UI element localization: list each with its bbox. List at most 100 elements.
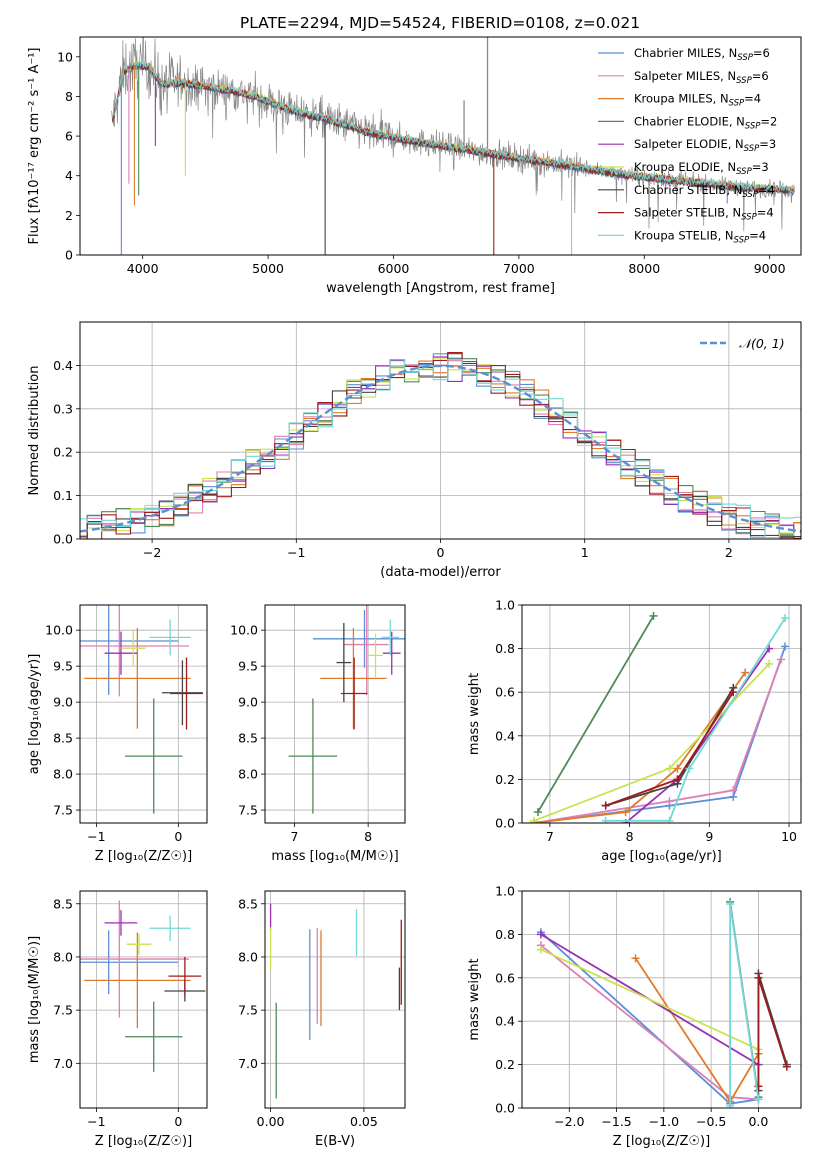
- y-tick-label: 0.3: [53, 401, 73, 416]
- x-axis-label: mass [log₁₀(M/M☉)]: [271, 849, 398, 864]
- weight-marker: [729, 786, 738, 795]
- axes-frame: [264, 604, 406, 824]
- y-tick-label: 0.4: [495, 728, 515, 743]
- axes-frame: [79, 321, 802, 540]
- x-tick-label: 7: [290, 829, 298, 844]
- y-tick-label: 8.0: [53, 949, 73, 964]
- error-point: [340, 657, 368, 730]
- y-tick-label: 8.0: [238, 949, 258, 964]
- x-tick-label: −2: [143, 545, 161, 560]
- legend-entry: Chabrier MILES, NSSP=6: [634, 46, 770, 63]
- legend-subscript: SSP: [736, 167, 752, 177]
- x-axis-label: Z [log₁₀(Z/Z☉)]: [613, 1134, 710, 1149]
- y-tick-label: 8.0: [53, 767, 73, 782]
- weight-series-line: [605, 691, 734, 807]
- error-point: [368, 633, 383, 677]
- plot-area: [529, 611, 790, 823]
- x-tick-label: 0.00: [257, 1114, 285, 1129]
- x-tick-label: 0.0: [748, 1114, 768, 1129]
- y-axis-label: mass weight: [467, 673, 482, 755]
- figure-title: PLATE=2294, MJD=54524, FIBERID=0108, z=0…: [240, 14, 640, 32]
- y-tick-label: 7.5: [238, 1003, 258, 1018]
- legend-entry: 𝒩(0, 1): [739, 336, 785, 351]
- error-point: [104, 631, 138, 675]
- y-tick-label: 10.0: [230, 623, 258, 638]
- x-tick-label: 0: [437, 545, 445, 560]
- x-tick-label: 0: [174, 1114, 182, 1129]
- error-point: [84, 932, 191, 1029]
- x-axis-label: E(B-V): [315, 1134, 355, 1149]
- error-point: [120, 630, 146, 667]
- weight-marker: [665, 764, 674, 773]
- weight-marker: [529, 816, 538, 823]
- legend-suffix: =4: [744, 92, 761, 106]
- x-tick-label: 7000: [503, 261, 535, 276]
- model-spectrum-line: [112, 61, 795, 195]
- legend-label: Kroupa STELIB, N: [634, 228, 734, 242]
- legend-entry: Kroupa MILES, NSSP=4: [634, 92, 761, 109]
- y-tick-label: 0.0: [495, 1101, 515, 1116]
- y-tick-label: 7.5: [53, 803, 73, 818]
- error-point: [170, 657, 203, 730]
- weight-marker: [621, 808, 630, 817]
- plot-area: [80, 900, 206, 1072]
- weight-marker: [673, 764, 682, 773]
- weight-series-line: [537, 615, 655, 813]
- weight-marker: [777, 655, 786, 664]
- x-axis-label: Z [log₁₀(Z/Z☉)]: [95, 849, 192, 864]
- error-point: [149, 915, 191, 941]
- error-point: [149, 619, 191, 656]
- error-point: [125, 1001, 183, 1072]
- legend-label: Chabrier STELIB, N: [634, 183, 742, 197]
- x-tick-label: −2.0: [554, 1114, 584, 1129]
- panel-residuals: −2 −1 0 1 2 0.0 0.1 0.2 0.3 0.4 (data-model)/error…: [27, 321, 802, 580]
- y-axis-label: mass [log₁₀(M/M☉)]: [27, 936, 42, 1063]
- x-tick-label: −1.5: [601, 1114, 631, 1129]
- legend-entry: Salpeter STELIB, NSSP=4: [634, 206, 774, 223]
- x-tick-label: 8: [364, 829, 372, 844]
- y-axis-label: Flux [fλ10⁻¹⁷ erg cm⁻² s⁻¹ A⁻¹]: [27, 48, 42, 245]
- error-point: [381, 619, 400, 656]
- x-axis-label: wavelength [Angstrom, rest frame]: [326, 281, 555, 296]
- weight-series-line: [540, 948, 759, 1051]
- error-point: [80, 605, 189, 697]
- weight-marker: [665, 797, 674, 806]
- legend-subscript: SSP: [737, 53, 753, 63]
- y-tick-label: 0.6: [495, 970, 515, 985]
- x-tick-label: 2: [725, 545, 733, 560]
- legend-label: Salpeter MILES, N: [634, 69, 736, 83]
- y-tick-label: 0.2: [495, 1057, 515, 1072]
- histogram-step-line: [80, 353, 801, 539]
- panel-mass_vs_Z: −1 0 7.0 7.5 8.0 8.5 Z [log₁₀(Z/Z☉)] mass [log₁…: [27, 890, 208, 1149]
- panel-age_vs_Z: −1 0 7.5 8.0 8.5 9.0 9.5 10.0 Z [log₁₀(Z/Z☉)] age…: [27, 604, 208, 864]
- weight-marker: [729, 688, 738, 697]
- x-tick-label: −0.5: [696, 1114, 726, 1129]
- error-point: [288, 698, 338, 814]
- legend-suffix: =4: [757, 206, 774, 220]
- error-point: [336, 622, 352, 703]
- weight-marker: [649, 611, 658, 620]
- weight-marker: [536, 945, 545, 954]
- y-tick-label: 0.2: [53, 445, 73, 460]
- error-point: [104, 910, 138, 936]
- weight-marker: [754, 1095, 763, 1104]
- y-tick-label: 2: [65, 208, 73, 223]
- x-tick-label: 6000: [378, 261, 410, 276]
- legend-suffix: =4: [749, 228, 766, 242]
- x-tick-label: −1: [87, 829, 105, 844]
- axes-frame: [521, 890, 802, 1109]
- error-point: [80, 900, 189, 1018]
- weight-marker: [685, 764, 694, 773]
- error-point: [84, 628, 191, 729]
- weight-marker: [631, 954, 640, 963]
- legend-subscript: SSP: [734, 235, 750, 245]
- y-tick-label: 10.0: [45, 623, 73, 638]
- x-tick-label: 9000: [754, 261, 786, 276]
- error-point: [161, 660, 203, 726]
- normal-curve: [80, 364, 801, 533]
- legend-suffix: =3: [759, 137, 776, 151]
- weight-marker: [726, 900, 735, 909]
- legend-subscript: SSP: [745, 121, 761, 131]
